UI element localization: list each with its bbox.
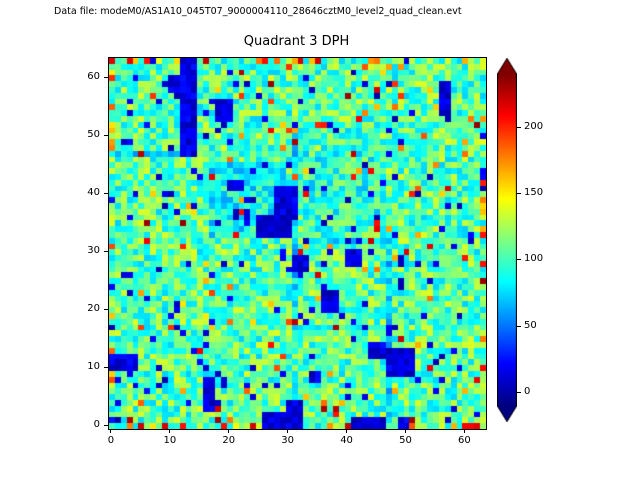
x-tick-label: 0	[107, 435, 115, 446]
x-tick-mark	[169, 429, 171, 433]
x-tick-label: 10	[163, 435, 177, 446]
x-tick-mark	[287, 429, 289, 433]
colorbar-tick-label: 150	[524, 187, 544, 199]
y-tick-label: 50	[87, 128, 100, 140]
y-tick-label: 40	[87, 186, 100, 198]
colorbar-tick-mark	[517, 325, 521, 327]
x-tick-mark	[346, 429, 348, 433]
x-tick-label: 40	[340, 435, 353, 446]
y-tick-label: 10	[87, 360, 100, 372]
x-tick-mark	[404, 429, 406, 433]
y-tick-mark	[104, 250, 108, 252]
colorbar-tick-mark	[517, 392, 521, 394]
y-tick-mark	[104, 424, 108, 426]
x-tick-mark	[463, 429, 465, 433]
x-tick-label: 60	[458, 435, 471, 446]
colorbar-tick-label: 200	[524, 120, 544, 132]
x-tick-mark	[228, 429, 230, 433]
y-tick-mark	[104, 308, 108, 310]
y-tick-label: 60	[87, 70, 100, 82]
plot-area	[108, 57, 487, 430]
y-tick-mark	[104, 192, 108, 194]
colorbar-tick-label: 50	[524, 319, 537, 331]
heatmap-canvas	[109, 58, 486, 429]
data-file-annotation: Data file: modeM0/AS1A10_045T07_90000041…	[54, 6, 462, 17]
y-tick-label: 0	[93, 418, 100, 430]
y-tick-mark	[104, 134, 108, 136]
colorbar	[497, 58, 517, 422]
colorbar-tick-mark	[517, 259, 521, 261]
x-tick-label: 30	[281, 435, 295, 446]
x-tick-label: 50	[399, 435, 412, 446]
chart-title: Quadrant 3 DPH	[243, 34, 350, 49]
y-tick-mark	[104, 366, 108, 368]
colorbar-tick-mark	[517, 126, 521, 128]
colorbar-tick-label: 100	[524, 253, 544, 265]
x-tick-mark	[110, 429, 112, 433]
colorbar-tick-label: 0	[524, 386, 531, 398]
y-tick-mark	[104, 76, 108, 78]
colorbar-tick-mark	[517, 193, 521, 195]
x-tick-label: 20	[222, 435, 236, 446]
y-tick-label: 30	[87, 244, 100, 256]
y-tick-label: 20	[87, 302, 100, 314]
